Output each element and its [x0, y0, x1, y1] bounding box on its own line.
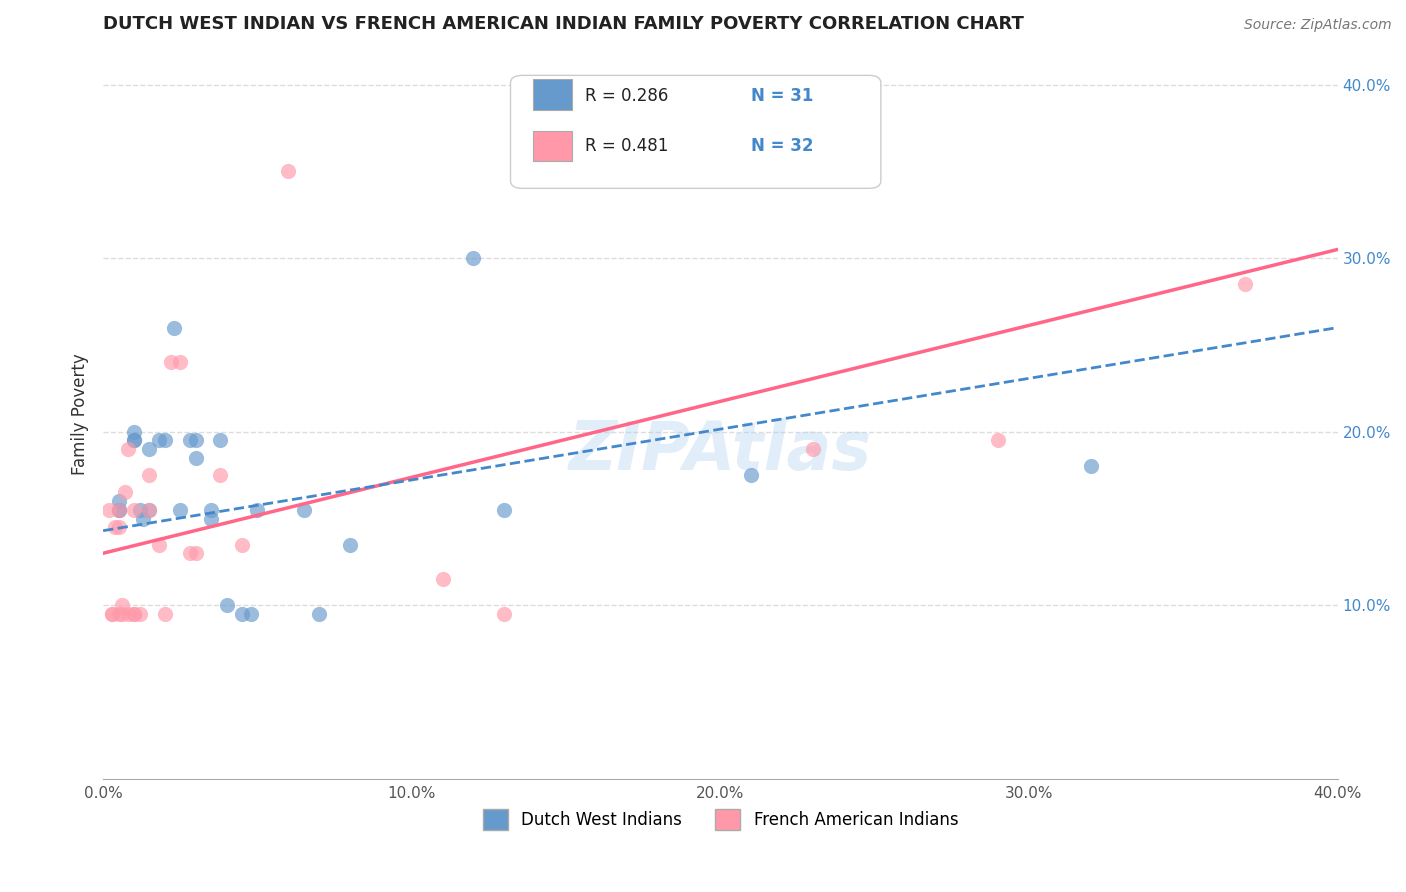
Point [111, 607, 134, 621]
Point [138, 503, 160, 517]
Point [160, 355, 183, 369]
Point [117, 607, 139, 621]
Point [107, 503, 129, 517]
Y-axis label: Family Poverty: Family Poverty [72, 353, 89, 475]
Point [215, 599, 238, 613]
Point [107, 503, 129, 517]
Point [153, 434, 176, 448]
Text: N = 31: N = 31 [751, 87, 814, 104]
Point [231, 607, 253, 621]
Point [107, 503, 129, 517]
Point [122, 607, 145, 621]
Point [104, 520, 127, 534]
Point [101, 607, 124, 621]
Point [231, 538, 253, 552]
Point [200, 503, 222, 517]
Point [107, 520, 129, 534]
Point [209, 468, 232, 483]
Point [740, 468, 762, 483]
Point [122, 434, 145, 448]
FancyBboxPatch shape [533, 131, 572, 161]
Point [463, 251, 485, 265]
Point [138, 503, 160, 517]
Point [277, 164, 299, 178]
Point [129, 503, 152, 517]
Point [184, 434, 207, 448]
Point [114, 485, 136, 500]
Text: DUTCH WEST INDIAN VS FRENCH AMERICAN INDIAN FAMILY POVERTY CORRELATION CHART: DUTCH WEST INDIAN VS FRENCH AMERICAN IND… [103, 15, 1024, 33]
Point [129, 607, 152, 621]
Point [107, 607, 129, 621]
FancyBboxPatch shape [533, 79, 572, 110]
Point [801, 442, 824, 456]
Point [122, 425, 145, 439]
Point [494, 503, 516, 517]
Point [200, 511, 222, 525]
Point [138, 442, 160, 456]
Point [148, 538, 170, 552]
Legend: Dutch West Indians, French American Indians: Dutch West Indians, French American Indi… [477, 803, 965, 836]
Point [246, 503, 269, 517]
Point [179, 546, 201, 560]
Point [339, 538, 361, 552]
Point [138, 468, 160, 483]
Point [98, 503, 121, 517]
Point [132, 511, 155, 525]
Text: ZIPAtlas: ZIPAtlas [569, 417, 872, 483]
Point [184, 546, 207, 560]
Point [184, 450, 207, 465]
Point [107, 494, 129, 508]
FancyBboxPatch shape [510, 75, 882, 188]
Point [101, 607, 124, 621]
Point [1080, 459, 1102, 474]
Point [308, 607, 330, 621]
Point [292, 503, 315, 517]
Point [209, 434, 232, 448]
Point [169, 355, 191, 369]
Point [111, 599, 134, 613]
Point [153, 607, 176, 621]
Point [163, 320, 186, 334]
Point [987, 434, 1010, 448]
Point [169, 503, 191, 517]
Point [148, 434, 170, 448]
Point [1234, 277, 1257, 292]
Text: Source: ZipAtlas.com: Source: ZipAtlas.com [1244, 18, 1392, 32]
Point [122, 434, 145, 448]
Point [494, 607, 516, 621]
Point [432, 572, 454, 586]
Text: N = 32: N = 32 [751, 137, 814, 155]
Point [179, 434, 201, 448]
Text: R = 0.481: R = 0.481 [585, 137, 668, 155]
Point [122, 607, 145, 621]
Point [240, 607, 263, 621]
Text: R = 0.286: R = 0.286 [585, 87, 668, 104]
Point [117, 442, 139, 456]
Point [122, 503, 145, 517]
